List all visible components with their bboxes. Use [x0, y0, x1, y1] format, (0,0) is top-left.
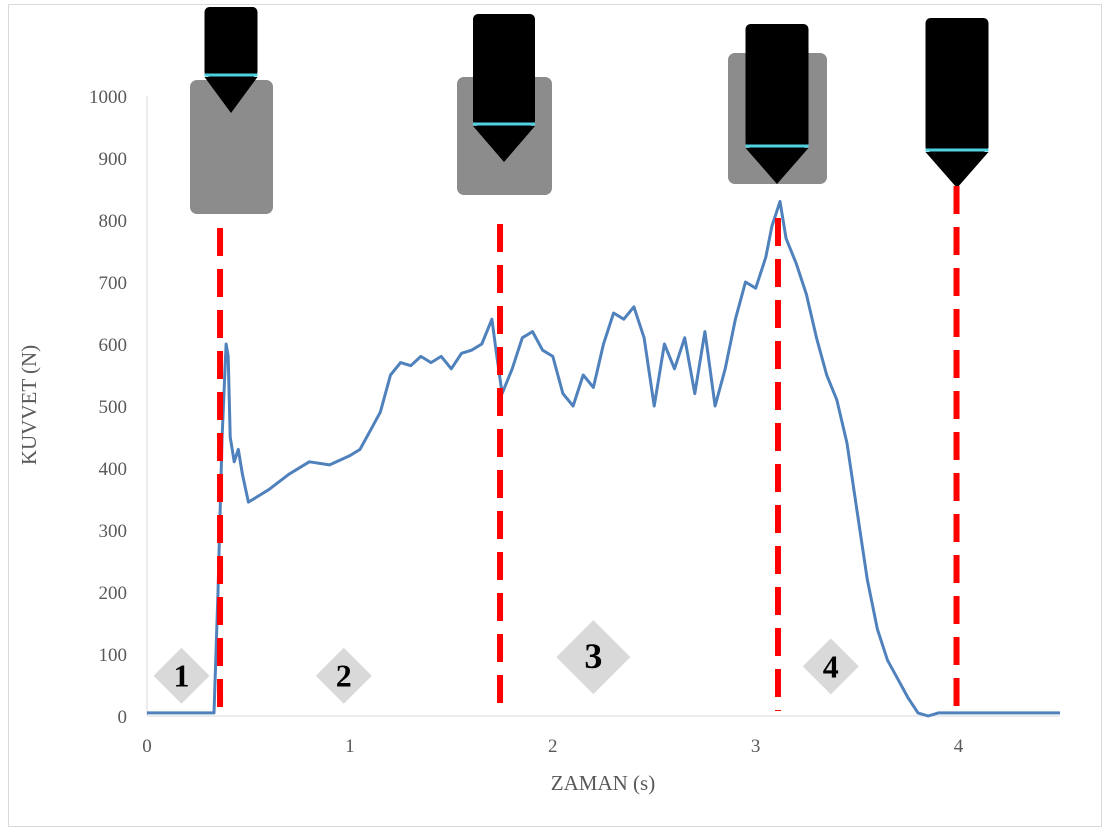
y-tick-label: 1000	[89, 87, 127, 108]
phase-label-badge: 2	[315, 647, 372, 704]
axes: 0 100 200 300 400 500 600 700 800 900 1000 0 1 2 3 4	[89, 87, 1060, 757]
y-tick-label: 700	[99, 273, 128, 294]
x-tick-label: 4	[954, 736, 964, 757]
y-tick-label: 600	[99, 335, 128, 356]
phase-number: 3	[584, 636, 602, 676]
series-layer	[147, 199, 1060, 718]
phase-labels: 1 2 3 4	[153, 620, 859, 704]
chart-frame	[8, 4, 1102, 827]
y-tick-label: 400	[99, 459, 128, 480]
workpiece-block	[190, 80, 273, 214]
phase-diamond	[802, 638, 859, 695]
force-series-line	[147, 199, 1060, 718]
y-tick-label: 0	[118, 707, 128, 728]
y-axis-title: KUVVET (N)	[17, 345, 41, 465]
punch-icon	[745, 24, 809, 184]
punch-icon	[925, 18, 989, 188]
phase-label-badge: 1	[153, 647, 210, 704]
x-tick-label: 3	[751, 736, 761, 757]
y-tick-label: 100	[99, 645, 128, 666]
x-tick-label: 1	[345, 736, 355, 757]
phase-label-badge: 3	[556, 620, 631, 695]
y-tick-label: 500	[99, 397, 128, 418]
phase-diamond	[315, 647, 372, 704]
x-tick-label: 2	[548, 736, 558, 757]
phase-label-badge: 4	[802, 638, 859, 695]
phase-number: 1	[173, 658, 189, 694]
y-tick-label: 200	[99, 583, 128, 604]
phase-diamond	[556, 620, 631, 695]
phase-markers	[217, 186, 960, 711]
phase-number: 2	[336, 658, 352, 694]
phase-diamond	[153, 647, 210, 704]
y-tick-label: 300	[99, 521, 128, 542]
punch-icon	[204, 7, 258, 113]
x-axis-title: ZAMAN (s)	[551, 771, 655, 795]
phase-number: 4	[823, 648, 839, 684]
y-tick-label: 800	[99, 211, 128, 232]
punch-icon	[473, 14, 535, 162]
x-tick-label: 0	[142, 736, 152, 757]
punch-illustrations	[190, 7, 989, 214]
y-tick-label: 900	[99, 149, 128, 170]
